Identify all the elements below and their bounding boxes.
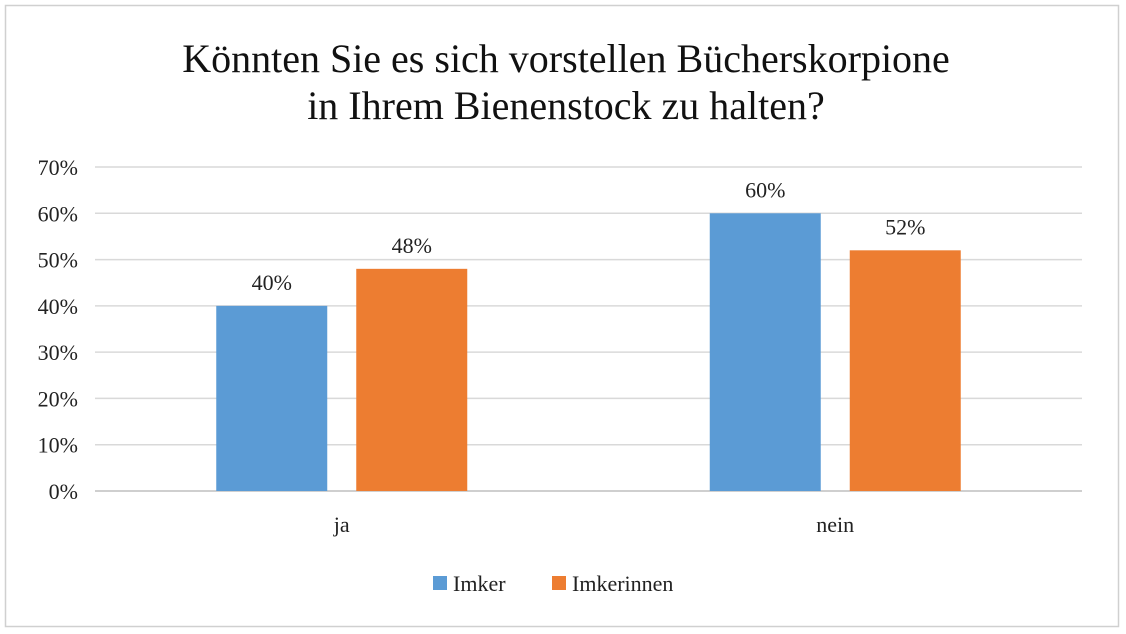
- x-tick-label: ja: [333, 512, 350, 537]
- bar-imker-nein: [709, 213, 821, 492]
- bar-imkerinnen-ja: [356, 268, 468, 491]
- y-tick-label: 70%: [38, 155, 78, 180]
- y-tick-label: 40%: [38, 294, 78, 319]
- y-tick-label: 50%: [38, 248, 78, 273]
- data-label: 60%: [745, 177, 785, 202]
- chart-title-line-2: in Ihrem Bienenstock zu halten?: [307, 83, 825, 128]
- legend-label: Imker: [453, 571, 506, 596]
- data-label: 52%: [885, 214, 925, 239]
- y-tick-label: 30%: [38, 340, 78, 365]
- y-tick-label: 10%: [38, 433, 78, 458]
- chart-title-line-1: Könnten Sie es sich vorstellen Büchersko…: [182, 36, 950, 81]
- y-tick-label: 0%: [49, 479, 78, 504]
- x-tick-label: nein: [816, 512, 854, 537]
- legend-label: Imkerinnen: [572, 571, 673, 596]
- bar-imkerinnen-nein: [849, 250, 961, 491]
- y-tick-label: 60%: [38, 201, 78, 226]
- y-tick-label: 20%: [38, 386, 78, 411]
- legend-swatch: [433, 576, 447, 590]
- data-label: 48%: [392, 233, 432, 258]
- legend-swatch: [552, 576, 566, 590]
- bar-imker-ja: [216, 305, 328, 491]
- data-label: 40%: [252, 270, 292, 295]
